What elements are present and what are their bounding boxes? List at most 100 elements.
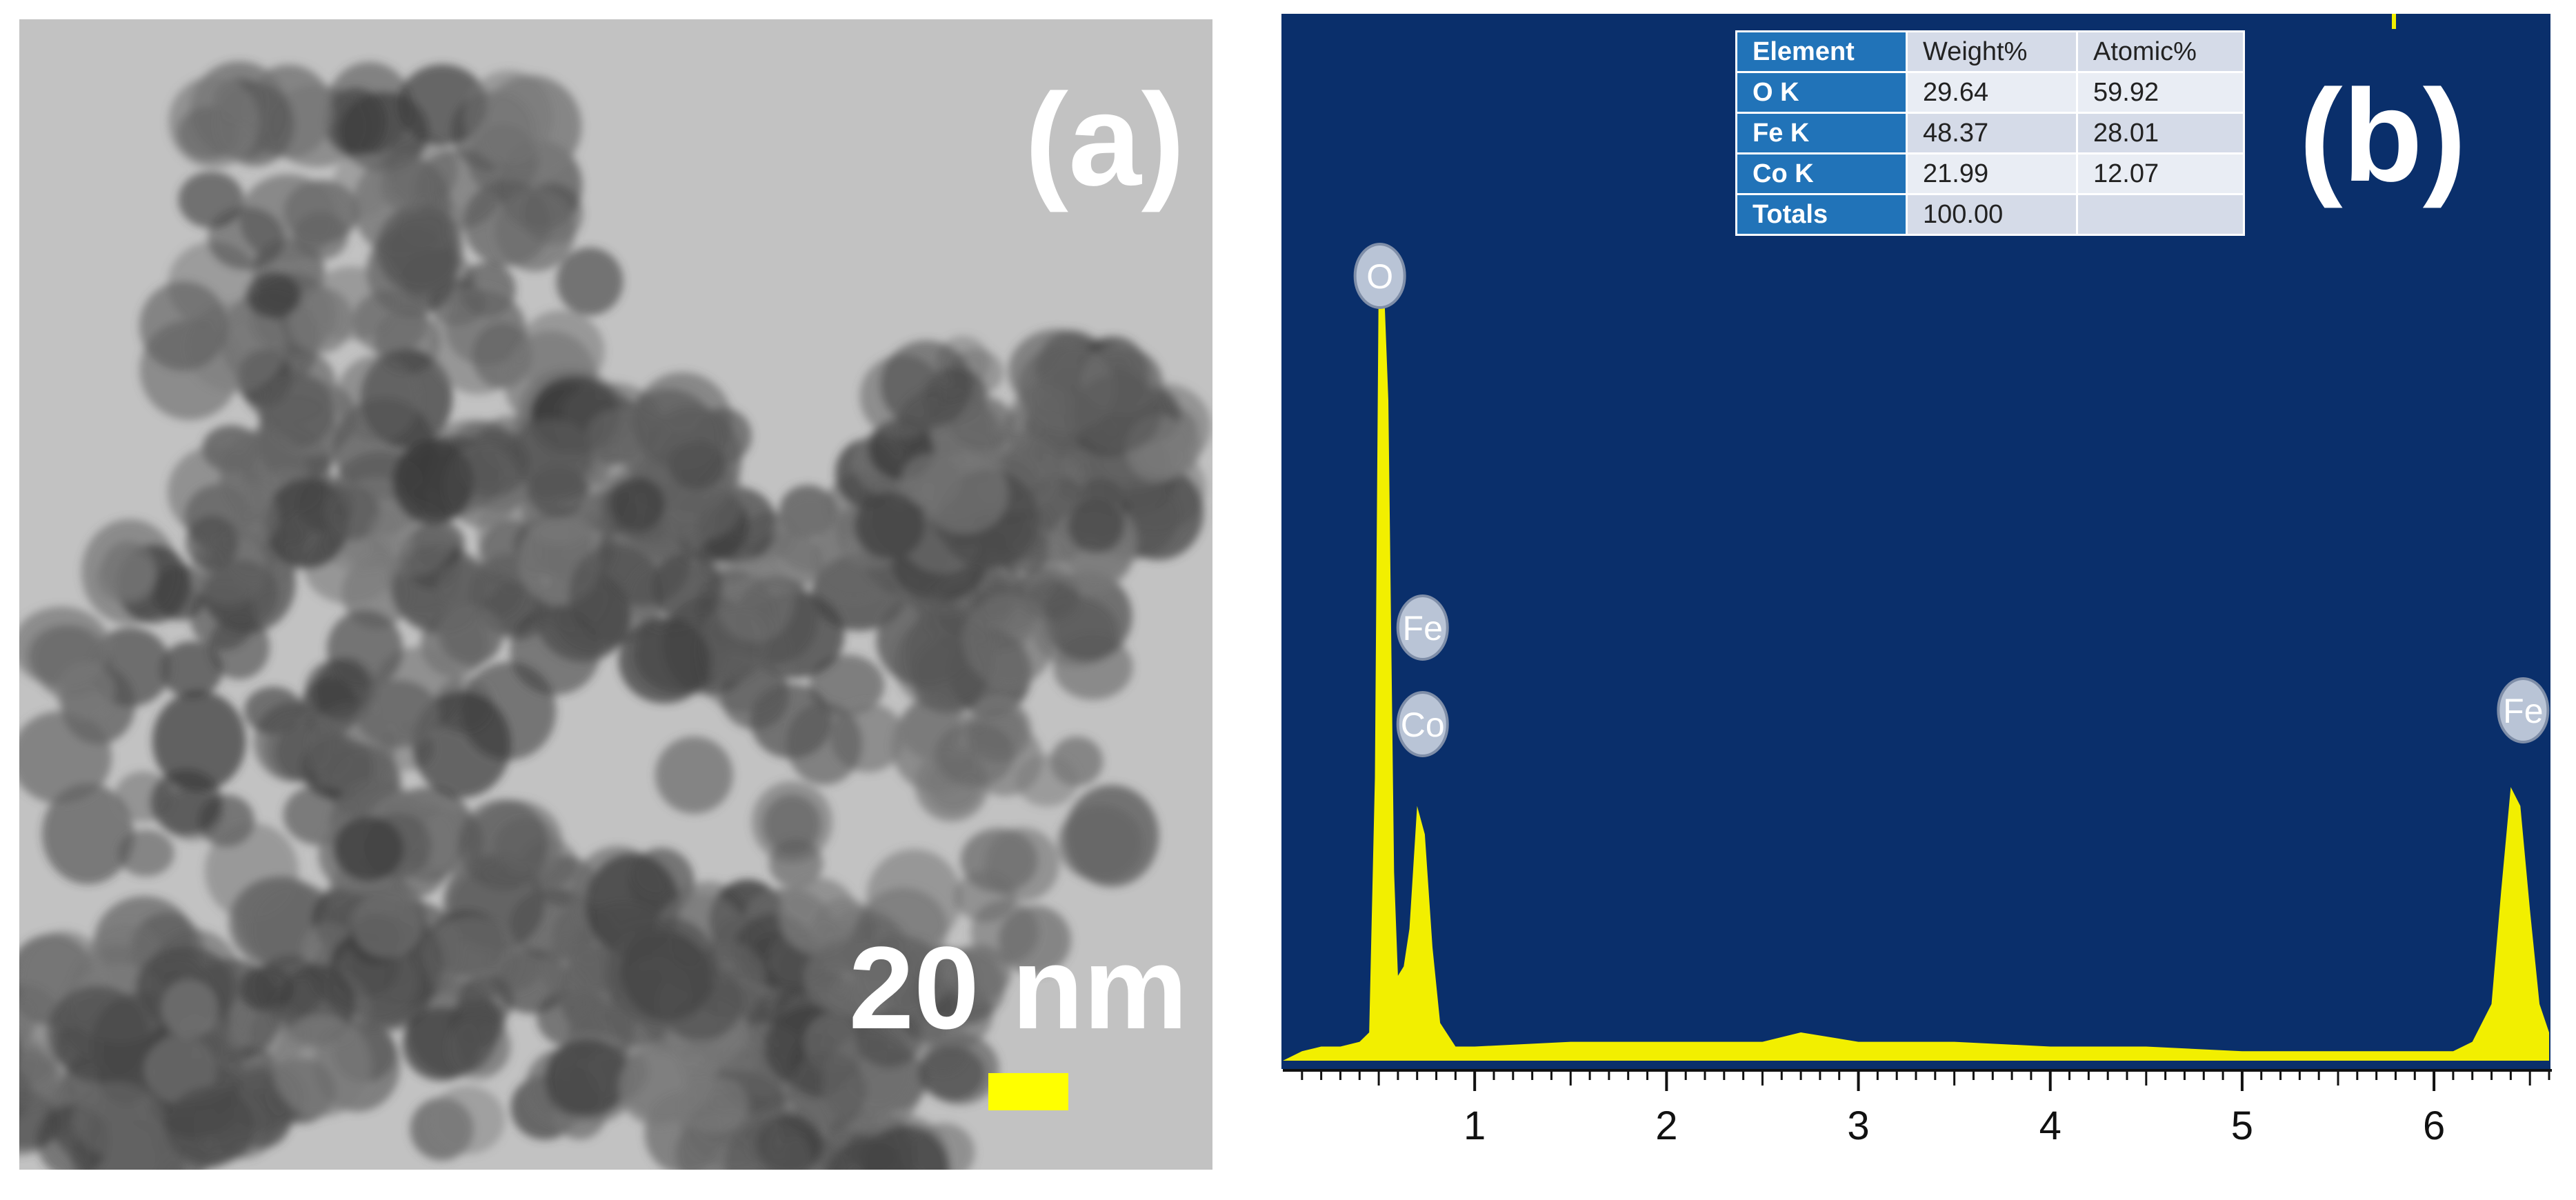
- table-header-row: Element Weight% Atomic%: [1735, 30, 2245, 73]
- nanoparticle: [335, 355, 419, 442]
- nanoparticle: [19, 710, 112, 804]
- nanoparticle: [139, 281, 228, 371]
- peak-label-text: Fe: [1403, 609, 1443, 648]
- peak-label-text: Co: [1401, 706, 1445, 744]
- nanoparticle: [632, 372, 732, 470]
- nanoparticle: [186, 515, 239, 570]
- table-cell: 21.99: [1906, 152, 2078, 195]
- nanoparticle: [880, 340, 972, 429]
- table-cell: Totals: [1735, 193, 1908, 236]
- nanoparticle: [809, 654, 885, 716]
- nanoparticle: [1074, 374, 1162, 453]
- nanoparticle: [264, 715, 325, 781]
- table-header-cell: Atomic%: [2076, 30, 2245, 73]
- table-cell: 29.64: [1906, 71, 2078, 114]
- panel-b-label: (b): [2299, 63, 2466, 209]
- x-tick-label: 6: [2423, 1103, 2445, 1148]
- nanoparticle: [150, 769, 222, 836]
- nanoparticle: [397, 64, 488, 146]
- peak-label-badge: [1396, 594, 1449, 661]
- nanoparticle: [161, 979, 219, 1039]
- nanoparticle: [725, 1120, 812, 1170]
- table-header-cell: Element: [1735, 30, 1908, 73]
- nanoparticle: [293, 212, 348, 260]
- nanoparticle: [254, 954, 325, 1019]
- nanoparticle: [72, 1081, 166, 1158]
- nanoparticle: [428, 286, 528, 394]
- nanoparticle: [307, 703, 396, 792]
- nanoparticle: [437, 605, 503, 664]
- nanoparticle: [1068, 500, 1125, 553]
- nanoparticle: [152, 690, 246, 792]
- nanoparticle: [1015, 754, 1079, 807]
- peak-label-badge: [1353, 243, 1406, 309]
- composition-table: Element Weight% Atomic% O K 29.64 59.92 …: [1735, 30, 2245, 236]
- nanoparticle: [789, 1050, 866, 1131]
- nanoparticle: [160, 641, 223, 698]
- nanoparticle: [47, 986, 148, 1081]
- nanoparticle: [918, 1046, 985, 1101]
- nanoparticle: [351, 892, 422, 958]
- table-cell: 48.37: [1906, 112, 2078, 154]
- nanoparticle: [379, 157, 436, 212]
- x-tick-label: 1: [1464, 1103, 1486, 1148]
- nanoparticle: [464, 70, 554, 164]
- nanoparticle: [159, 1015, 243, 1103]
- nanoparticle: [652, 552, 723, 621]
- nanoparticle: [786, 702, 862, 786]
- nanoparticle: [963, 594, 1055, 687]
- nanoparticle: [246, 272, 301, 319]
- nanoparticle: [655, 736, 733, 814]
- nanoparticle: [610, 477, 666, 532]
- table-cell: O K: [1735, 71, 1908, 114]
- nanoparticle: [494, 188, 576, 272]
- nanoparticle: [861, 1125, 950, 1170]
- nanoparticle: [117, 830, 174, 877]
- nanoparticle: [265, 478, 349, 569]
- table-row: Totals 100.00: [1735, 193, 2245, 236]
- x-tick-label: 2: [1655, 1103, 1677, 1148]
- table-cell: 59.92: [2076, 71, 2245, 114]
- tem-micrograph-panel: (a) 20 nm: [19, 19, 1212, 1170]
- nanoparticle: [204, 559, 279, 628]
- nanoparticle: [208, 207, 285, 270]
- nanoparticle: [618, 1049, 699, 1126]
- nanoparticle: [332, 153, 391, 218]
- nanoparticle: [258, 373, 335, 448]
- nanoparticle: [437, 560, 490, 613]
- scale-bar: [988, 1073, 1068, 1110]
- nanoparticle: [934, 722, 1015, 787]
- table-cell: 12.07: [2076, 152, 2245, 195]
- nanoparticle: [568, 544, 663, 645]
- nanoparticle: [863, 936, 954, 1010]
- table-cell: Fe K: [1735, 112, 1908, 154]
- nanoparticle: [960, 828, 1038, 893]
- nanoparticle: [1006, 384, 1084, 466]
- nanoparticle: [458, 974, 515, 1026]
- nanoparticle: [1057, 804, 1144, 881]
- spectrum-area: [1283, 249, 2549, 1061]
- table-cell: [2076, 193, 2245, 236]
- nanoparticle: [458, 799, 549, 890]
- nanoparticle: [305, 659, 370, 719]
- nanoparticle: [854, 492, 926, 559]
- nanoparticle: [539, 938, 600, 1000]
- table-cell: 28.01: [2076, 112, 2245, 154]
- panel-a-label: (a): [1024, 67, 1185, 213]
- top-marker: [2392, 14, 2396, 29]
- nanoparticle: [19, 1046, 57, 1108]
- scale-bar-label: 20 nm: [848, 923, 1188, 1054]
- nanoparticle: [333, 816, 404, 881]
- nanoparticle: [948, 395, 1014, 451]
- edx-spectrum-panel: 1 2 3 4 5 6 O Fe Co Fe Element Weight% Atomic% O…: [1275, 14, 2564, 1186]
- nanoparticle: [430, 1086, 506, 1154]
- nanoparticle: [546, 1067, 600, 1117]
- nanoparticle: [855, 1008, 923, 1068]
- nanoparticle: [772, 494, 849, 573]
- nanoparticle: [509, 418, 593, 490]
- nanoparticle: [618, 617, 712, 703]
- nanoparticle: [41, 783, 134, 885]
- table-cell: Co K: [1735, 152, 1908, 195]
- x-tick-label: 5: [2231, 1103, 2253, 1148]
- peak-label-badge: [2497, 677, 2550, 743]
